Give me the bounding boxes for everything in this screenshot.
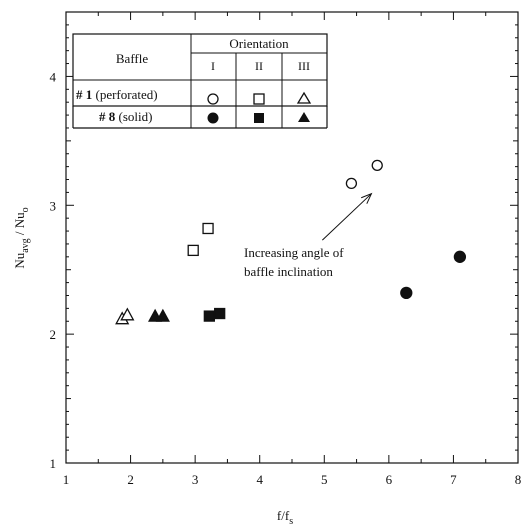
x-tick-label: 7	[450, 472, 457, 487]
annotation-line-1: Increasing angle of	[244, 245, 344, 260]
data-point-square	[202, 222, 214, 235]
data-point-circle	[453, 250, 467, 263]
x-tick-label: 8	[515, 472, 522, 487]
x-tick-label: 4	[256, 472, 263, 487]
data-point-triangle	[120, 307, 135, 321]
y-tick-label: 2	[50, 327, 57, 342]
legend-marker-open-circle	[207, 93, 219, 105]
annotation-arrowhead	[361, 192, 373, 204]
legend-marker-open-square	[253, 93, 265, 105]
data-point-circle	[371, 159, 383, 171]
x-tick-label: 1	[63, 472, 70, 487]
x-tick-label: 5	[321, 472, 328, 487]
data-point-circle	[345, 177, 358, 190]
axis-tick-labels: 1 2 3 4 5 6 7 8 1 2 3 4	[50, 69, 522, 487]
data-markers	[115, 159, 467, 325]
legend-table: Baffle Orientation I II III # 1 (perfora…	[72, 33, 328, 124]
legend-marker-solid-circle	[207, 112, 219, 124]
annotation: Increasing angle of baffle inclination	[244, 192, 373, 279]
x-tick-label: 2	[127, 472, 134, 487]
legend-marker-solid-square	[254, 113, 264, 123]
y-axis-label: Nuavg / Nuo	[12, 207, 31, 268]
legend-marker-solid-triangle	[298, 112, 310, 122]
annotation-line-2: baffle inclination	[244, 264, 333, 279]
legend-marker-open-triangle	[296, 91, 312, 104]
legend-orientation-3: III	[298, 59, 310, 73]
data-point-square	[187, 244, 199, 257]
y-tick-label: 3	[50, 198, 57, 213]
y-tick-label: 4	[50, 69, 57, 84]
legend-orientation-1: I	[211, 59, 215, 73]
legend-group-header: Orientation	[229, 36, 289, 51]
data-point-square	[214, 307, 226, 320]
data-point-circle	[400, 286, 413, 300]
legend-orientation-2: II	[255, 59, 263, 73]
y-tick-label: 1	[50, 456, 57, 471]
legend-row-solid: # 8 (solid)	[99, 109, 152, 124]
data-point-square	[203, 310, 215, 322]
x-tick-label: 3	[192, 472, 199, 487]
legend-col-header: Baffle	[116, 51, 148, 66]
legend-row-perforated: # 1 (perforated)	[76, 87, 158, 102]
legend-frame-extension	[72, 106, 328, 129]
axis-ticks	[65, 11, 519, 464]
x-tick-label: 6	[386, 472, 393, 487]
data-point-triangle	[155, 308, 170, 322]
x-axis-label: f/fs	[277, 508, 293, 527]
annotation-arrow	[322, 193, 372, 241]
